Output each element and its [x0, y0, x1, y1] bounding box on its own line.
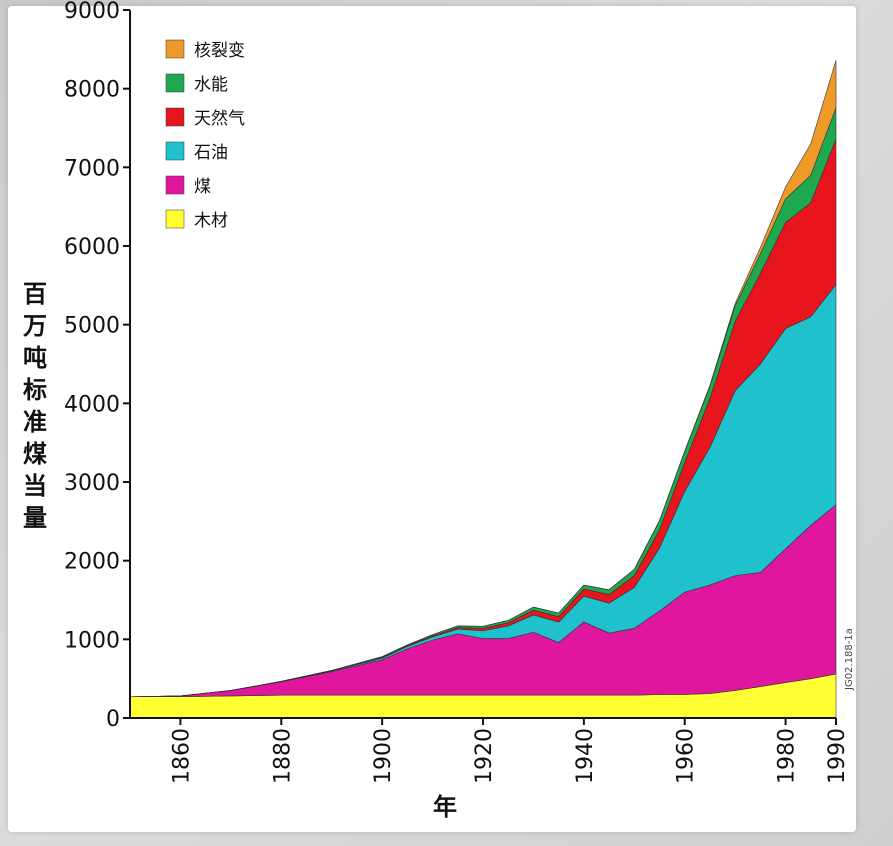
x-tick-label: 1990	[825, 728, 850, 784]
y-tick-label: 1000	[64, 628, 120, 653]
axes-group	[123, 9, 837, 725]
y-tick-label: 0	[106, 707, 120, 732]
legend-label: 天然气	[194, 109, 245, 129]
legend-swatch	[165, 141, 185, 161]
y-axis-title-char: 吨	[23, 344, 47, 372]
y-tick-label: 2000	[64, 550, 120, 575]
x-tick-label: 1880	[270, 728, 295, 784]
legend-label: 核裂变	[194, 41, 245, 61]
area-series-group	[129, 60, 837, 719]
y-axis-title-char: 量	[23, 504, 47, 532]
x-tick-label: 1920	[472, 728, 497, 784]
x-tick-label: 1960	[674, 728, 699, 784]
figure-code-watermark: JG02.188-1a	[844, 628, 855, 691]
legend-label: 石油	[194, 143, 228, 163]
x-tick-label: 1940	[573, 728, 598, 784]
legend-swatch	[165, 107, 185, 127]
x-tick-labels: 1860 1880 1900 1920 1940 1960 1980 1990	[169, 728, 850, 784]
y-tick-label: 5000	[64, 314, 120, 339]
legend-swatch	[165, 209, 185, 229]
legend-label: 木材	[194, 211, 228, 231]
y-axis-title-char: 准	[23, 408, 47, 436]
y-tick-labels: 0 1000 2000 3000 4000 5000 6000 7000 8000 9000	[64, 0, 120, 732]
legend-label: 煤	[194, 177, 211, 197]
x-axis-title: 年	[433, 793, 457, 821]
y-tick-label: 4000	[64, 392, 120, 417]
y-tick-label: 8000	[64, 78, 120, 103]
y-axis-title-char: 万	[23, 312, 47, 340]
y-axis-title-char: 百	[23, 280, 47, 308]
y-tick-label: 6000	[64, 235, 120, 260]
legend-swatch	[165, 175, 185, 195]
legend-swatch	[165, 39, 185, 59]
area-series-5	[129, 60, 837, 698]
y-axis-title-char: 煤	[23, 440, 47, 468]
legend-label: 水能	[194, 75, 228, 95]
y-tick-label: 9000	[64, 0, 120, 24]
x-tick-label: 1900	[371, 728, 396, 784]
legend-swatch	[165, 73, 185, 93]
x-tick-label: 1860	[169, 728, 194, 784]
y-axis-title-char: 标	[23, 376, 47, 404]
y-tick-label: 3000	[64, 471, 120, 496]
y-axis-title-char: 当	[23, 472, 47, 500]
y-tick-label: 7000	[64, 156, 120, 181]
x-tick-label: 1980	[775, 728, 800, 784]
